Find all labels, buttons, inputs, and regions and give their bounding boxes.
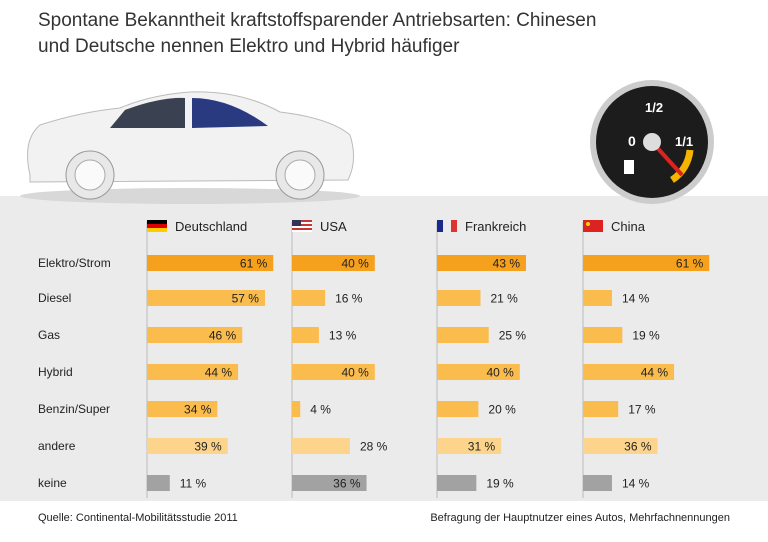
title-line-1: Spontane Bekanntheit kraftstoffsparender… bbox=[38, 10, 597, 31]
bar bbox=[292, 255, 375, 271]
data-label: 40 % bbox=[341, 257, 369, 271]
bar bbox=[583, 290, 612, 306]
flag-germany-icon bbox=[147, 224, 167, 228]
bar bbox=[437, 327, 489, 343]
data-label: 11 % bbox=[180, 477, 207, 491]
data-label: 40 % bbox=[486, 366, 514, 380]
data-label: 31 % bbox=[468, 440, 496, 454]
bar bbox=[147, 290, 265, 306]
bar bbox=[437, 475, 477, 491]
gauge-label-full: 1/1 bbox=[675, 134, 693, 149]
data-label: 40 % bbox=[341, 366, 369, 380]
data-label: 20 % bbox=[488, 403, 516, 417]
bar bbox=[437, 438, 502, 454]
flag-france-icon bbox=[451, 220, 457, 232]
bar bbox=[292, 438, 350, 454]
flag-usa-icon bbox=[292, 228, 312, 230]
bar bbox=[583, 327, 623, 343]
flag-china-icon bbox=[583, 220, 603, 232]
data-label: 13 % bbox=[329, 329, 357, 343]
data-label: 25 % bbox=[499, 329, 527, 343]
fuel-pump-icon bbox=[624, 160, 634, 174]
bar bbox=[437, 290, 481, 306]
title-line-2: und Deutsche nennen Elektro und Hybrid h… bbox=[38, 36, 460, 57]
series-header: Frankreich bbox=[465, 219, 526, 234]
category-label: Benzin/Super bbox=[38, 402, 110, 416]
data-label: 4 % bbox=[310, 403, 331, 417]
data-label: 61 % bbox=[676, 257, 704, 271]
flag-usa-icon bbox=[292, 224, 312, 226]
gauge-label-half: 1/2 bbox=[645, 100, 663, 115]
data-label: 36 % bbox=[624, 440, 652, 454]
category-label: Diesel bbox=[38, 291, 71, 305]
data-label: 28 % bbox=[360, 440, 388, 454]
category-label: keine bbox=[38, 476, 67, 490]
bar bbox=[292, 475, 367, 491]
series-header: USA bbox=[320, 219, 347, 234]
bar bbox=[292, 364, 375, 380]
category-label: Gas bbox=[38, 328, 60, 342]
data-label: 16 % bbox=[335, 292, 363, 306]
bar bbox=[147, 255, 274, 271]
source-text: Quelle: Continental-Mobilitätsstudie 201… bbox=[38, 512, 238, 524]
bar bbox=[147, 327, 243, 343]
data-label: 57 % bbox=[232, 292, 260, 306]
data-label: 43 % bbox=[493, 257, 521, 271]
flag-china-icon bbox=[586, 222, 590, 226]
category-label: andere bbox=[38, 439, 76, 453]
bar bbox=[583, 255, 710, 271]
data-label: 46 % bbox=[209, 329, 237, 343]
bar bbox=[583, 475, 612, 491]
flag-france-icon bbox=[437, 220, 443, 232]
data-label: 19 % bbox=[632, 329, 660, 343]
chart-title: Spontane Bekanntheit kraftstoffsparender… bbox=[38, 8, 598, 60]
bar bbox=[583, 364, 675, 380]
bar bbox=[437, 364, 520, 380]
bar bbox=[292, 327, 319, 343]
bar bbox=[583, 401, 619, 417]
data-label: 21 % bbox=[490, 292, 518, 306]
data-label: 14 % bbox=[622, 292, 650, 306]
data-label: 19 % bbox=[486, 477, 514, 491]
bar bbox=[437, 401, 479, 417]
bar bbox=[147, 364, 239, 380]
flag-usa-icon bbox=[292, 230, 312, 232]
bar bbox=[437, 255, 527, 271]
data-label: 17 % bbox=[628, 403, 656, 417]
data-label: 14 % bbox=[622, 477, 650, 491]
flag-usa-icon bbox=[292, 226, 312, 228]
bar bbox=[147, 438, 228, 454]
bar bbox=[147, 401, 218, 417]
bar bbox=[292, 401, 301, 417]
series-header: China bbox=[611, 219, 646, 234]
flag-usa-icon bbox=[292, 220, 312, 222]
data-label: 34 % bbox=[184, 403, 212, 417]
bar bbox=[147, 475, 170, 491]
flag-usa-icon bbox=[292, 220, 301, 226]
series-header: Deutschland bbox=[175, 219, 247, 234]
data-label: 44 % bbox=[641, 366, 669, 380]
category-label: Hybrid bbox=[38, 365, 73, 379]
data-label: 61 % bbox=[240, 257, 268, 271]
data-label: 44 % bbox=[205, 366, 233, 380]
bar bbox=[583, 438, 658, 454]
flag-germany-icon bbox=[147, 228, 167, 232]
category-label: Elektro/Strom bbox=[38, 256, 111, 270]
data-label: 39 % bbox=[194, 440, 222, 454]
bar bbox=[292, 290, 326, 306]
gauge-label-empty: 0 bbox=[628, 133, 636, 149]
data-label: 36 % bbox=[333, 477, 361, 491]
flag-germany-icon bbox=[147, 220, 167, 224]
footnote-text: Befragung der Hauptnutzer eines Autos, M… bbox=[430, 512, 730, 524]
flag-usa-icon bbox=[292, 222, 312, 224]
